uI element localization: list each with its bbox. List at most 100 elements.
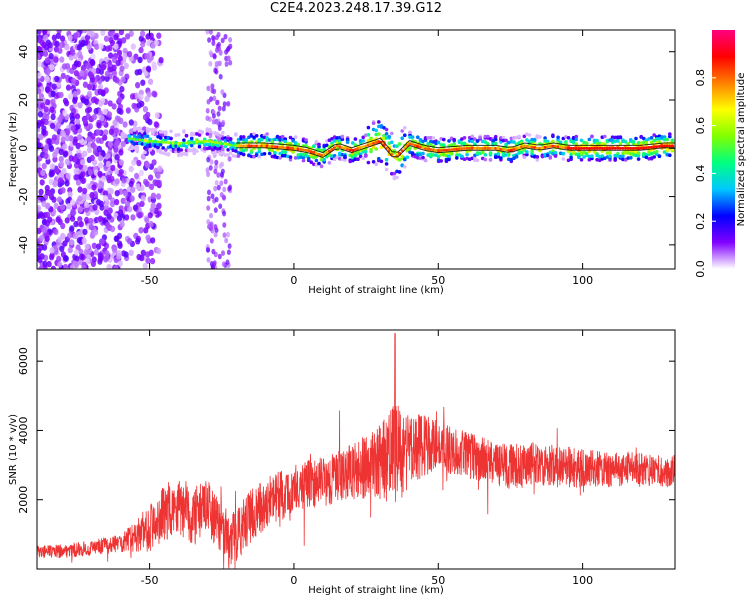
spectrogram-cell — [216, 184, 221, 191]
spectrogram-cell — [574, 152, 579, 156]
spectrogram-cell — [133, 137, 137, 141]
spectrogram-cell — [190, 141, 194, 144]
spectrogram-cell — [39, 212, 46, 220]
spectrogram-cell — [509, 149, 513, 152]
spectrogram-cell — [114, 190, 120, 197]
spectrogram-cell — [218, 203, 223, 209]
spectrogram-cell — [129, 93, 136, 100]
spectrogram-cell — [434, 148, 438, 152]
spectrogram-cell — [397, 142, 402, 146]
spectrogram-cell — [67, 232, 73, 239]
spectrogram-cell — [405, 155, 410, 159]
spectrogram-cell — [136, 102, 142, 109]
spectrogram-cell — [395, 144, 399, 148]
spectrogram-cell — [561, 151, 566, 156]
spectrogram-cell — [525, 138, 529, 142]
spectrogram-cell — [82, 116, 88, 123]
spectrogram-cell — [76, 152, 82, 160]
spectrogram-cell — [590, 154, 594, 158]
spectrogram-cell — [164, 141, 168, 144]
spectrogram-cell — [117, 260, 123, 267]
spectrogram-cell — [151, 129, 155, 133]
spectrogram-cell — [636, 151, 641, 155]
spectrogram-cell — [228, 37, 233, 43]
spectrogram-cell — [442, 153, 446, 157]
spectrogram-cell — [522, 155, 527, 159]
spectrogram-cell — [535, 155, 540, 159]
snr-series-line — [37, 333, 675, 569]
spectrogram-cell — [81, 237, 87, 245]
spectrogram-cell — [97, 170, 103, 178]
spectrogram-cell — [227, 243, 232, 249]
spectrogram-cell — [148, 220, 154, 228]
spectrogram-cell — [149, 206, 155, 214]
spectrogram-cell — [68, 155, 74, 162]
spectrogram-cell — [501, 135, 506, 140]
spectrogram-cell — [226, 231, 230, 238]
spectrogram-cell — [143, 139, 147, 142]
spectrogram-cell — [113, 235, 119, 242]
spectrogram-cell — [361, 150, 366, 154]
x-tick-label: 0 — [290, 574, 297, 587]
spectrogram-cell — [222, 232, 227, 238]
spectrogram-cell — [663, 144, 667, 148]
spectrogram-cell — [512, 148, 516, 151]
spectrogram-cell — [113, 43, 119, 50]
spectrogram-cell — [40, 97, 46, 104]
spectrogram-cell — [447, 139, 451, 143]
spectrogram-cell — [210, 147, 215, 152]
spectrogram-cell — [214, 164, 218, 170]
spectrogram-cell — [128, 180, 134, 188]
spectrogram-cell — [353, 157, 358, 161]
spectrogram-cell — [416, 135, 420, 139]
spectrogram-cell — [145, 162, 151, 169]
spectrogram-cell — [135, 138, 139, 142]
spectrogram-cell — [275, 145, 280, 149]
x-tick-label: 0 — [290, 274, 297, 287]
spectrogram-cell — [142, 262, 148, 269]
spectrogram-cell — [52, 56, 58, 63]
spectrogram-cell — [545, 139, 550, 144]
spectrogram-cell — [655, 149, 659, 154]
spectrogram-cell — [65, 84, 72, 91]
spectrogram-cell — [442, 143, 446, 147]
spectrogram-cell — [652, 133, 656, 137]
spectrogram-cell — [366, 125, 371, 130]
spectrogram-cell — [291, 150, 295, 154]
spectrogram-cell — [358, 154, 363, 159]
spectrogram-cell — [377, 120, 381, 124]
spectrogram-cell — [486, 142, 490, 146]
spectrogram-cell — [455, 156, 459, 160]
spectrogram-cell — [280, 134, 285, 139]
spectrogram-cell — [47, 42, 53, 49]
spectrogram-cell — [254, 134, 259, 138]
spectrogram-cell — [57, 116, 63, 123]
spectrogram-cell — [283, 139, 288, 144]
spectrogram-cell — [224, 237, 229, 244]
spectrogram-cell — [514, 154, 519, 159]
spectrogram-cell — [54, 40, 60, 47]
spectrogram-cell — [112, 119, 118, 127]
spectrogram-cell — [590, 146, 594, 150]
spectrogram-cell — [206, 85, 211, 92]
spectrogram-cell — [100, 30, 106, 36]
spectrogram-cell — [249, 154, 254, 159]
spectrogram-cell — [131, 159, 137, 166]
spectrogram-cell — [149, 183, 155, 191]
spectrogram-cell — [657, 144, 662, 148]
spectrogram-cell — [151, 159, 157, 166]
spectrogram-cell — [116, 253, 122, 260]
spectrogram-cell — [72, 32, 78, 40]
spectrogram-cell — [551, 149, 555, 153]
spectrogram-cell — [210, 193, 215, 199]
spectrogram-cell — [62, 143, 68, 150]
y-tick-label: 20 — [17, 93, 30, 107]
spectrogram-cell — [134, 69, 140, 76]
spectrogram-cell — [72, 232, 78, 240]
spectrogram-cell — [226, 55, 231, 61]
spectrogram-cell — [65, 128, 71, 135]
spectrogram-cell — [82, 30, 88, 34]
spectrogram-cell — [122, 190, 128, 197]
spectrogram-cell — [127, 51, 133, 58]
spectrogram-cell — [220, 89, 225, 95]
